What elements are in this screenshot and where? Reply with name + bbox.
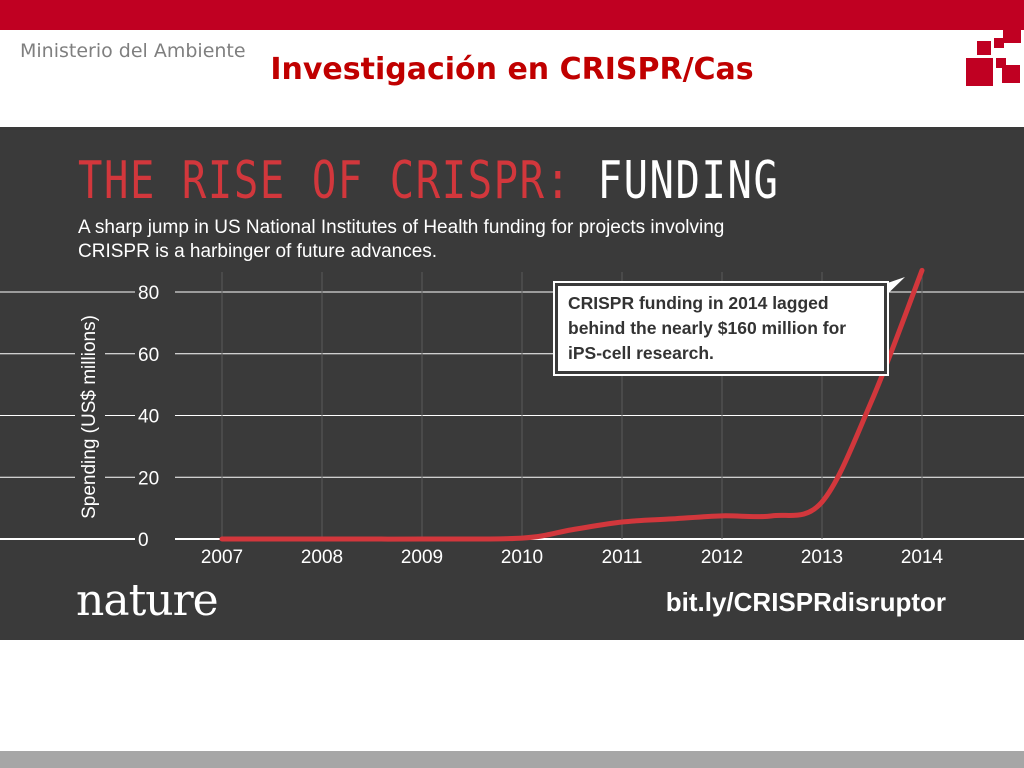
x-tick-label: 2014: [901, 547, 944, 568]
y-tick-label: 0: [138, 530, 149, 551]
infographic-title: THE RISE OF CRISPR: FUNDING: [78, 151, 779, 211]
y-label-bg: [75, 297, 105, 537]
x-tick-label: 2008: [301, 547, 343, 568]
y-tick-bg: [135, 341, 175, 366]
y-tick-label: 40: [138, 407, 159, 428]
x-tick-label: 2010: [501, 547, 543, 568]
x-tick-label: 2011: [602, 547, 643, 568]
slide-title: Investigación en CRISPR/Cas: [270, 52, 754, 87]
ministry-logo: [966, 18, 1021, 86]
source-link[interactable]: bit.ly/CRISPRdisruptor: [665, 587, 946, 617]
title-part-1: THE RISE OF CRISPR:: [78, 151, 572, 211]
bottom-bar: [0, 751, 1024, 768]
y-tick-label: 80: [138, 283, 159, 304]
x-tick-label: 2013: [801, 547, 843, 568]
y-tick-bg: [135, 403, 175, 428]
infographic-subtitle: A sharp jump in US National Institutes o…: [78, 217, 725, 262]
x-tick-label: 2007: [201, 547, 243, 568]
x-tick-label: 2009: [401, 547, 443, 568]
funding-infographic: THE RISE OF CRISPR: FUNDING A sharp jump…: [0, 127, 1024, 640]
y-tick-bg: [135, 280, 175, 304]
top-accent-bar: [0, 0, 1024, 30]
y-tick-label: 60: [138, 345, 159, 366]
nature-logo: nature: [76, 575, 219, 626]
ministry-name: Ministerio del Ambiente: [20, 40, 246, 62]
y-tick-bg: [135, 465, 175, 490]
y-tick-label: 20: [138, 468, 159, 489]
y-tick-labels: 0 20 40 60 80: [135, 280, 175, 551]
y-tick-bg: [135, 527, 175, 551]
x-tick-labels: 2007 2008 2009 2010 2011 2012 2013 2014: [201, 547, 944, 568]
x-tick-label: 2012: [701, 547, 743, 568]
title-part-2: FUNDING: [597, 151, 780, 211]
annotation-callout: CRISPR funding in 2014 lagged behind the…: [553, 281, 889, 376]
series-line: [219, 267, 925, 542]
y-axis-label: Spending (US$ millions): [79, 315, 100, 519]
